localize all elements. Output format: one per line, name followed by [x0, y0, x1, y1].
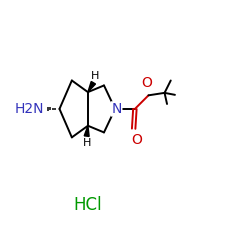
Text: HCl: HCl [74, 196, 102, 214]
Text: H: H [83, 138, 91, 148]
Text: H: H [91, 71, 100, 81]
Text: O: O [141, 76, 152, 90]
Text: N: N [112, 102, 122, 116]
Polygon shape [88, 82, 96, 92]
Text: H2N: H2N [15, 102, 44, 116]
Text: O: O [131, 133, 142, 147]
Polygon shape [84, 126, 89, 136]
